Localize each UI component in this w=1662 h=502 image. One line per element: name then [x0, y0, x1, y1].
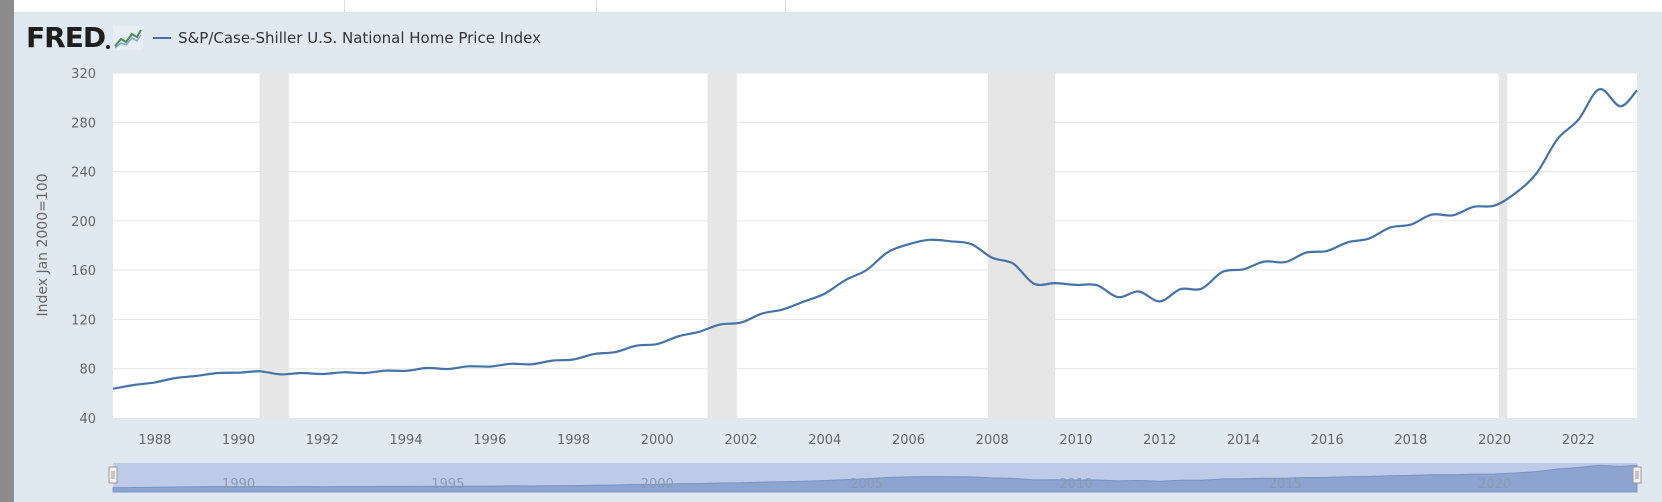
x-tick-label: 2004 — [808, 433, 841, 448]
x-tick-label: 1998 — [557, 433, 590, 448]
x-tick-label: 1996 — [473, 433, 506, 448]
chart-legend[interactable]: S&P/Case-Shiller U.S. National Home Pric… — [153, 29, 541, 47]
recession-band — [707, 73, 737, 418]
y-tick-label: 240 — [71, 166, 96, 181]
navigator-handle-right[interactable] — [1632, 466, 1642, 484]
y-tick-label: 320 — [71, 67, 96, 82]
navigator-labels: 1990 1995 2000 2005 2010 2015 2020 — [222, 477, 1511, 492]
fred-graph-icon — [113, 26, 144, 50]
gridlines — [113, 72, 1637, 370]
series-line[interactable] — [112, 88, 1638, 390]
x-tick-label: 2010 — [1059, 433, 1092, 448]
legend-label: S&P/Case-Shiller U.S. National Home Pric… — [178, 29, 541, 47]
y-axis-label: Index Jan 2000=100 — [35, 173, 51, 316]
fred-logo[interactable]: FRED — [26, 21, 144, 54]
y-tick-label: 80 — [79, 363, 96, 378]
window-edge — [0, 0, 14, 502]
fred-logo-text: FRED — [26, 21, 106, 54]
navigator-series-area — [112, 464, 1638, 493]
top-toolbar-strip — [14, 0, 1662, 12]
chart-header: FRED S&P/Case-Shiller U.S. National Home… — [26, 22, 541, 54]
x-tick-label: 2002 — [724, 433, 757, 448]
y-tick-label: 40 — [79, 412, 96, 427]
x-axis-ticks: 1988 1990 1992 1994 1996 1998 2000 2002 2004 2006… — [138, 433, 1595, 448]
x-tick-label: 2020 — [1478, 433, 1511, 448]
navigator-label: 2005 — [850, 477, 883, 492]
x-tick-label: 1994 — [390, 433, 423, 448]
recession-band — [259, 73, 289, 418]
toolbar-divider — [596, 0, 597, 12]
x-tick-label: 1990 — [222, 433, 255, 448]
navigator-label: 1990 — [222, 477, 255, 492]
y-tick-label: 160 — [71, 264, 96, 279]
recession-band — [988, 73, 1056, 418]
x-tick-label: 2012 — [1143, 433, 1176, 448]
navigator-label: 1995 — [431, 477, 464, 492]
legend-swatch — [153, 37, 172, 39]
toolbar-divider — [344, 0, 345, 12]
recession-bands — [259, 73, 1508, 418]
recession-band — [1498, 73, 1508, 418]
x-tick-label: 2000 — [641, 433, 674, 448]
plot-area — [113, 73, 1637, 418]
navigator-label: 2010 — [1059, 477, 1092, 492]
x-tick-label: 2022 — [1562, 433, 1595, 448]
fred-logo-dot — [106, 45, 111, 49]
navigator-label: 2015 — [1269, 477, 1302, 492]
y-tick-label: 200 — [71, 215, 96, 230]
x-tick-label: 2018 — [1394, 433, 1427, 448]
y-axis-ticks: 40 80 120 160 200 240 280 320 — [71, 67, 96, 427]
x-tick-label: 2014 — [1227, 433, 1260, 448]
navigator-label: 2020 — [1478, 477, 1511, 492]
handle-grip — [1632, 466, 1642, 484]
y-tick-label: 280 — [71, 116, 96, 131]
time-navigator[interactable]: 1990 1995 2000 2005 2010 2015 2020 — [108, 463, 1642, 493]
x-tick-label: 1988 — [138, 433, 171, 448]
handle-grip — [108, 466, 118, 484]
y-tick-label: 120 — [71, 313, 96, 328]
x-tick-label: 2006 — [892, 433, 925, 448]
navigator-label: 2000 — [641, 477, 674, 492]
toolbar-divider — [785, 0, 786, 12]
navigator-handle-left[interactable] — [108, 466, 118, 484]
x-tick-label: 2016 — [1311, 433, 1344, 448]
x-tick-label: 1992 — [306, 433, 339, 448]
x-tick-label: 2008 — [976, 433, 1009, 448]
